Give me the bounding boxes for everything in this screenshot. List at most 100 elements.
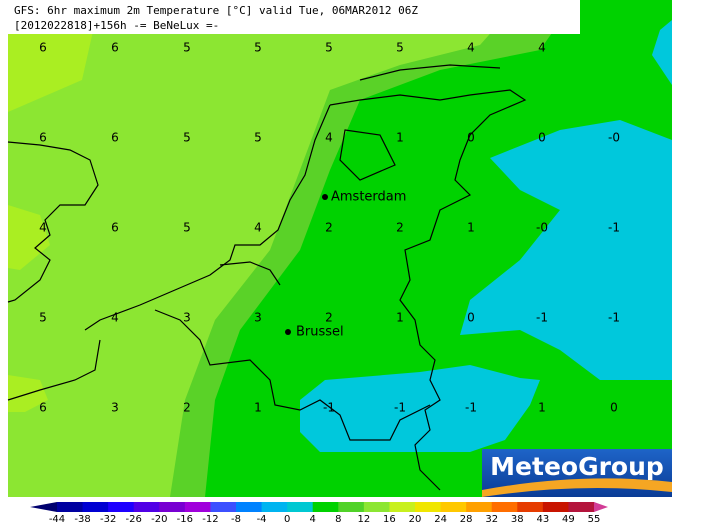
colorbar-label: 20 — [409, 514, 422, 525]
city-label: Brussel — [296, 325, 344, 340]
colorbar-label: -12 — [202, 514, 218, 525]
grid-value: 6 — [39, 131, 47, 145]
grid-value: 5 — [396, 41, 404, 55]
logo-swoosh — [482, 478, 672, 497]
colorbar-swatch — [236, 502, 263, 512]
grid-value: 2 — [325, 221, 333, 235]
city-label: Amsterdam — [331, 190, 406, 205]
grid-value: 1 — [538, 401, 546, 415]
grid-value: -1 — [394, 401, 406, 415]
colorbar-swatch — [159, 502, 186, 512]
colorbar-label: 0 — [284, 514, 290, 525]
grid-value: 6 — [111, 221, 119, 235]
colorbar-label: 16 — [383, 514, 396, 525]
temperature-field — [8, 0, 520, 497]
grid-value: 0 — [610, 401, 618, 415]
grid-value: 6 — [39, 41, 47, 55]
grid-value: 1 — [396, 131, 404, 145]
colorbar-swatch — [542, 502, 569, 512]
grid-value: 5 — [254, 131, 262, 145]
city-marker — [285, 329, 291, 335]
header-subtitle: [2012022818]+156h -= BeNeLux =- — [14, 19, 219, 32]
colorbar-label: -26 — [126, 514, 142, 525]
grid-value: 4 — [39, 221, 47, 235]
grid-value: 5 — [39, 311, 47, 325]
colorbar-swatch — [82, 502, 109, 512]
colorbar-swatch — [594, 502, 608, 512]
colorbar-swatch — [108, 502, 135, 512]
colorbar-swatch — [338, 502, 365, 512]
colorbar-label: 55 — [588, 514, 601, 525]
colorbar-swatch — [261, 502, 288, 512]
grid-value: -1 — [536, 311, 548, 325]
colorbar-swatch — [440, 502, 467, 512]
city-marker — [322, 194, 328, 200]
grid-value: -0 — [608, 131, 620, 145]
logo: MeteoGroup — [482, 449, 672, 497]
grid-value: 2 — [183, 401, 191, 415]
colorbar-label: 12 — [357, 514, 370, 525]
header-title: GFS: 6hr maximum 2m Temperature [°C] val… — [14, 4, 418, 17]
grid-value: -1 — [608, 221, 620, 235]
colorbar-swatch — [517, 502, 544, 512]
colorbar-label: 43 — [536, 514, 549, 525]
grid-value: 5 — [254, 41, 262, 55]
header-box — [8, 0, 580, 34]
colorbar-swatch — [389, 502, 416, 512]
colorbar-label: 4 — [310, 514, 316, 525]
grid-value: 5 — [183, 131, 191, 145]
colorbar-swatch — [363, 502, 390, 512]
grid-value: 2 — [396, 221, 404, 235]
grid-value: 1 — [467, 221, 475, 235]
grid-value: -1 — [608, 311, 620, 325]
grid-value: 0 — [467, 131, 475, 145]
colorbar-swatch — [57, 502, 84, 512]
grid-value: 4 — [254, 221, 262, 235]
grid-value: 1 — [254, 401, 262, 415]
colorbar-swatch — [568, 502, 595, 512]
colorbar-swatch — [287, 502, 314, 512]
grid-value: 5 — [325, 41, 333, 55]
temperature-field — [300, 365, 540, 452]
colorbar-label: -8 — [231, 514, 241, 525]
temperature-field — [652, 20, 672, 85]
temperature-field — [460, 120, 672, 380]
grid-value: 2 — [325, 311, 333, 325]
coastlines — [7, 64, 527, 491]
grid-value: 3 — [111, 401, 119, 415]
logo-text: MeteoGroup — [490, 452, 664, 481]
grid-value: 4 — [111, 311, 119, 325]
grid-value: 4 — [467, 41, 475, 55]
grid-value: 1 — [396, 311, 404, 325]
colorbar-label: -16 — [177, 514, 193, 525]
colorbar-swatch — [312, 502, 339, 512]
grid-value: -1 — [465, 401, 477, 415]
colorbar-label: 32 — [485, 514, 498, 525]
grid-value: 0 — [467, 311, 475, 325]
grid-value: 4 — [325, 131, 333, 145]
grid-value: 6 — [39, 401, 47, 415]
colorbar-swatch — [184, 502, 211, 512]
colorbar-label: -38 — [74, 514, 90, 525]
grid-value: 3 — [254, 311, 262, 325]
colorbar-swatch — [466, 502, 493, 512]
grid-value: 6 — [111, 41, 119, 55]
map — [7, 0, 672, 497]
colorbar-label: -20 — [151, 514, 167, 525]
colorbar-label: 49 — [562, 514, 575, 525]
colorbar: -44 -38 -32 -26 -20 -16 -12 -8 -4 0 4 8 12 16 20 24 28 32… — [30, 502, 608, 525]
grid-value: 5 — [183, 41, 191, 55]
colorbar-label: -4 — [257, 514, 267, 525]
colorbar-label: 24 — [434, 514, 447, 525]
colorbar-label: -44 — [49, 514, 65, 525]
grid-labels: 6 6 5 5 5 5 4 4 6 6 5 5 4 1 0 0 -0 4 6 5 4 2 2 1 -0 -1 5 4 3 3 2 1 0 -1 -1… — [39, 41, 620, 415]
colorbar-swatch — [491, 502, 518, 512]
grid-value: 6 — [111, 131, 119, 145]
grid-value: 5 — [183, 221, 191, 235]
grid-value: 3 — [183, 311, 191, 325]
colorbar-label: 28 — [460, 514, 473, 525]
temperature-field — [8, 205, 50, 270]
grid-value: -0 — [536, 221, 548, 235]
colorbar-swatch — [30, 502, 57, 512]
